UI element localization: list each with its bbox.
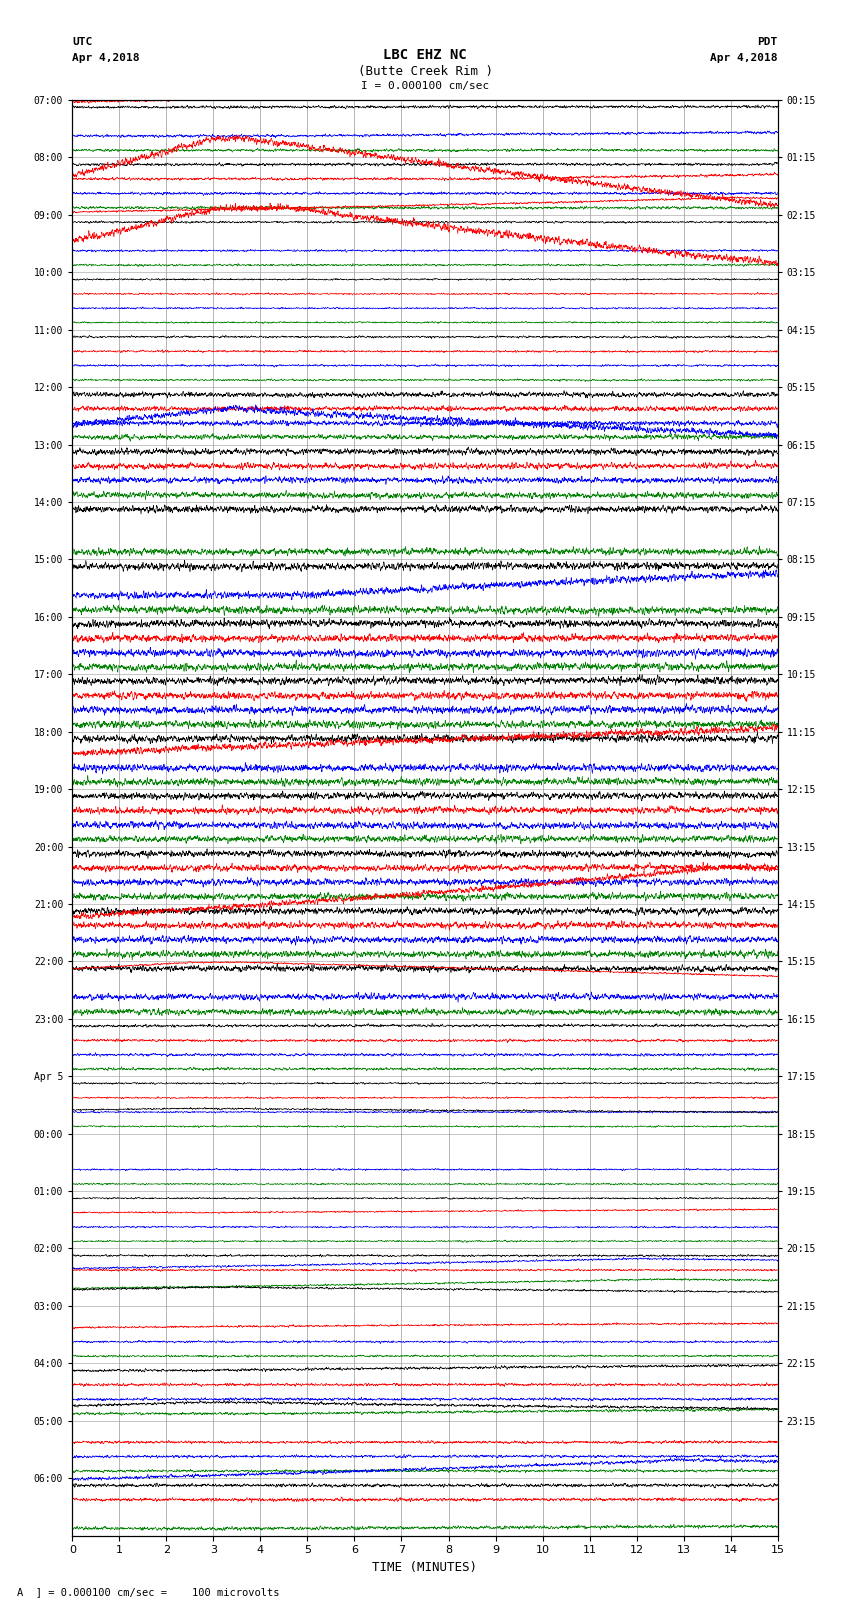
X-axis label: TIME (MINUTES): TIME (MINUTES) — [372, 1561, 478, 1574]
Text: Apr 4,2018: Apr 4,2018 — [72, 53, 139, 63]
Text: (Butte Creek Rim ): (Butte Creek Rim ) — [358, 65, 492, 77]
Text: A  ] = 0.000100 cm/sec =    100 microvolts: A ] = 0.000100 cm/sec = 100 microvolts — [17, 1587, 280, 1597]
Text: Apr 4,2018: Apr 4,2018 — [711, 53, 778, 63]
Text: UTC: UTC — [72, 37, 93, 47]
Text: LBC EHZ NC: LBC EHZ NC — [383, 48, 467, 63]
Text: I = 0.000100 cm/sec: I = 0.000100 cm/sec — [361, 81, 489, 90]
Text: PDT: PDT — [757, 37, 778, 47]
